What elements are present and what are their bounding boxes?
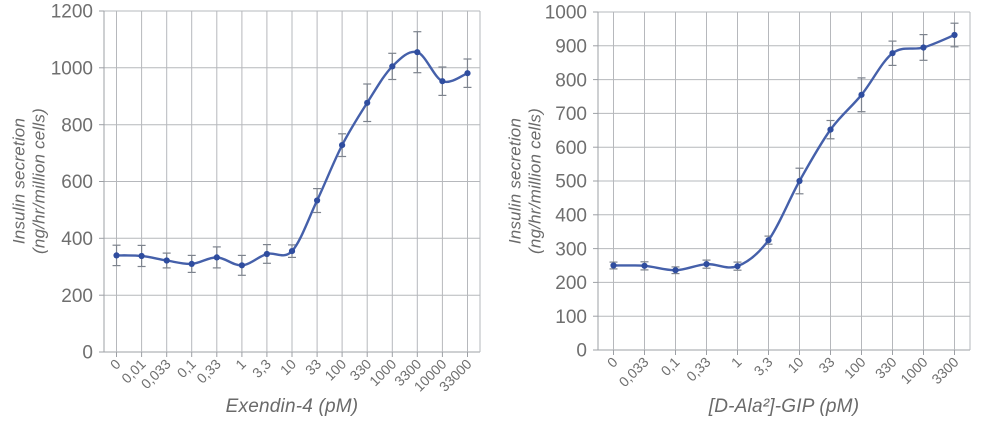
y-tick-label: 500 (555, 172, 587, 193)
y-tick-label: 700 (555, 104, 587, 125)
x-tick-label: 0,1 (658, 354, 683, 379)
y-tick-label: 600 (555, 138, 587, 159)
data-point-marker (827, 126, 834, 133)
x-tick-label: 33 (302, 356, 324, 378)
data-point-marker (288, 248, 296, 255)
x-tick-label: 3300 (928, 354, 961, 387)
data-point-marker (439, 78, 446, 85)
gridlines (597, 11, 971, 351)
y-tick-label: 800 (61, 115, 93, 136)
data-point-marker (951, 31, 958, 39)
x-tick-label: 100 (841, 354, 869, 382)
x-tick-label: 33 (815, 354, 837, 376)
left-chart-exendin4: 0 200 400 600 800 1000 1200 0 0,01 0,033 0,1 0,33 1 3… (10, 2, 481, 417)
y-tick-label: 300 (555, 239, 587, 260)
x-tick-label: 10 (277, 356, 299, 378)
y-tick-label: 200 (555, 273, 587, 294)
data-point-marker (364, 99, 371, 106)
y-tick-label: 800 (555, 70, 587, 91)
data-point-marker (213, 254, 220, 261)
right-chart-dala2gip: 0 100 200 300 400 500 600 700 800 900 1000 0 0,033 0,… (491, 0, 982, 425)
tick-marks (99, 10, 468, 357)
x-tick-label: 1 (232, 356, 249, 373)
data-point-marker (188, 260, 195, 267)
x-tick-label: 0 (107, 356, 124, 373)
x-tick-label: 0,033 (138, 356, 174, 392)
y-tick-label: 1000 (545, 3, 587, 24)
x-tick-label: 10 (784, 354, 806, 376)
data-point-marker (414, 49, 421, 56)
data-point-marker (796, 177, 803, 185)
x-tick-label: 0 (604, 354, 621, 371)
x-tick-labels: 00,010,033 0,10,33 1 3,3 10 33100330100033001… (107, 356, 475, 395)
data-point-marker (113, 252, 120, 259)
data-points (113, 49, 471, 269)
data-point-marker (889, 50, 896, 57)
x-tick-label: 0,33 (683, 354, 714, 385)
y-tick-label: 400 (61, 229, 93, 250)
y-tick-label: 900 (555, 36, 587, 57)
data-point-marker (703, 261, 710, 268)
x-tick-label: 1000 (897, 354, 930, 387)
x-tick-label: 3,3 (249, 356, 274, 381)
data-point-marker (163, 257, 170, 264)
data-point-marker (238, 262, 245, 269)
data-point-marker (920, 44, 927, 51)
y-tick-label: 1000 (51, 58, 93, 79)
x-tick-label: 0,33 (193, 356, 224, 387)
error-bars (609, 22, 959, 275)
y-tick-label: 0 (82, 343, 93, 364)
data-points (610, 31, 958, 274)
x-tick-label: 1000 (366, 356, 399, 389)
x-tick-label: 330 (872, 354, 900, 382)
data-point-marker (389, 63, 396, 70)
y-tick-label: 1200 (51, 2, 93, 23)
y-tick-label: 400 (555, 205, 587, 226)
data-point-marker (641, 262, 648, 269)
data-point-marker (610, 262, 617, 269)
x-tick-label: 1 (728, 354, 745, 371)
data-point-marker (339, 142, 346, 149)
y-tick-label: 0 (576, 341, 587, 362)
data-point-marker (138, 252, 145, 260)
data-point-marker (263, 250, 270, 258)
data-point-marker (734, 263, 741, 270)
x-tick-label: 3,3 (751, 354, 776, 379)
y-tick-labels: 0 100 200 300 400 500 600 700 800 900 1000 (545, 3, 587, 362)
tick-marks (593, 11, 955, 355)
data-point-marker (765, 237, 772, 244)
data-point-marker (672, 267, 679, 274)
x-tick-label: 0,033 (616, 354, 652, 390)
y-tick-label: 600 (61, 172, 93, 193)
data-point-marker (464, 70, 471, 77)
gridlines (103, 10, 481, 353)
x-tick-label: 100 (321, 356, 349, 384)
y-tick-label: 200 (61, 286, 93, 307)
y-tick-label: 100 (555, 307, 587, 328)
data-point-marker (858, 91, 865, 98)
y-tick-labels: 0 200 400 600 800 1000 1200 (51, 2, 93, 364)
data-point-marker (314, 197, 321, 204)
series-line (612, 33, 956, 272)
